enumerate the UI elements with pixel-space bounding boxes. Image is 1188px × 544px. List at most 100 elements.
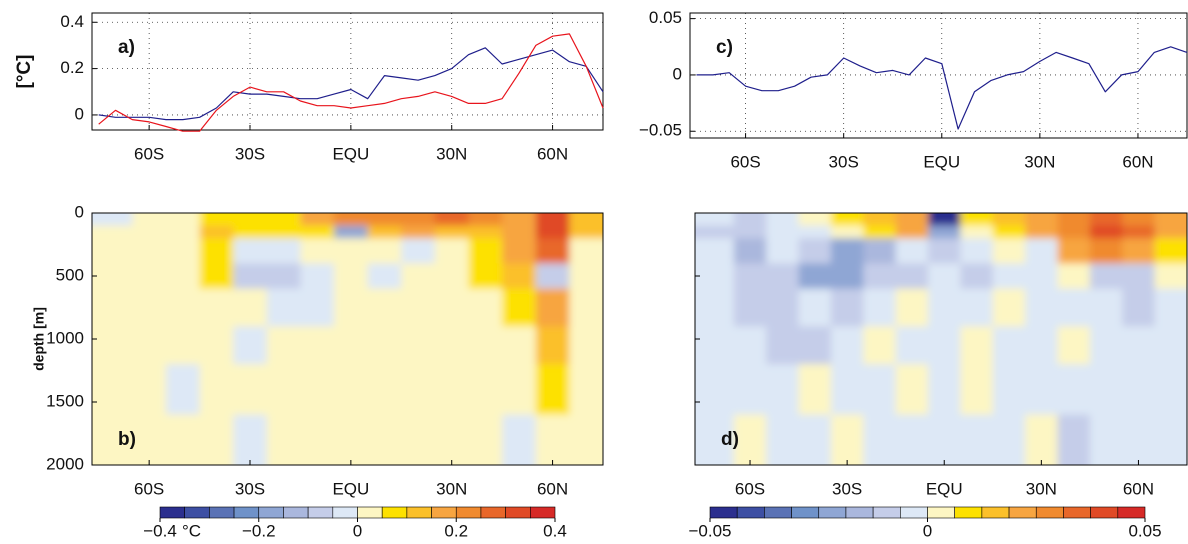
field-cell <box>695 213 735 227</box>
field-cell <box>92 364 133 416</box>
field-cell <box>132 288 167 327</box>
field-cell <box>992 225 1026 239</box>
field-cell <box>1122 263 1156 290</box>
plot-frame <box>91 212 604 466</box>
field-cell <box>1154 213 1187 227</box>
x-tick-label: 30S <box>829 152 859 171</box>
field-cell <box>367 238 402 264</box>
field-cell <box>895 263 929 290</box>
colorbar-swatch <box>530 506 556 519</box>
field-cell <box>1122 288 1156 327</box>
field-cell <box>1122 364 1156 416</box>
field-cell <box>401 414 436 465</box>
field-cell <box>766 238 800 264</box>
field-cell <box>300 364 335 416</box>
field-cell <box>401 288 436 327</box>
field-cell <box>535 414 570 465</box>
field-cell <box>233 238 268 264</box>
colorbar-swatch <box>954 506 983 519</box>
x-tick-label: 30N <box>1024 152 1055 171</box>
field-cell <box>468 326 503 365</box>
field-cell <box>830 263 864 290</box>
field-cell <box>266 288 301 327</box>
field-cell <box>401 238 436 264</box>
colorbar-swatch <box>845 506 874 519</box>
field-cell <box>1089 288 1123 327</box>
field-cell <box>165 288 201 327</box>
field-cell <box>928 326 961 365</box>
field-cell <box>535 288 570 327</box>
field-cell <box>165 326 201 365</box>
field-cell <box>434 364 470 416</box>
field-cell <box>830 213 864 227</box>
field-cell <box>798 288 832 327</box>
field-cell <box>165 364 201 416</box>
y-tick-label: 0 <box>673 64 682 83</box>
field-cell <box>863 213 897 227</box>
field-cell <box>1154 288 1187 327</box>
field-cell <box>367 414 402 465</box>
field-cell <box>1057 288 1091 327</box>
colorbar-swatch <box>209 506 235 519</box>
colorbar-tick-label: −0.2 <box>242 521 276 540</box>
plot-frame <box>689 12 1188 139</box>
field-cell <box>830 238 864 264</box>
field-cell <box>863 263 897 290</box>
field-cell <box>502 288 537 327</box>
field-cell <box>132 414 167 465</box>
field-cell <box>300 263 335 290</box>
field-cell <box>502 238 537 264</box>
field-cell <box>132 238 167 264</box>
field-cell <box>960 288 994 327</box>
field-cell <box>132 364 167 416</box>
field-cell <box>695 364 735 416</box>
field-cell <box>733 326 767 365</box>
x-tick-label: 30S <box>235 479 265 498</box>
x-tick-label: 60N <box>1123 479 1154 498</box>
field-cell <box>733 263 767 290</box>
field-cell <box>992 364 1026 416</box>
field-cell <box>266 225 301 239</box>
field-cell <box>1025 213 1059 227</box>
field-cell <box>233 263 268 290</box>
field-cell <box>766 288 800 327</box>
field-cell <box>132 213 167 227</box>
field-cell <box>367 263 402 290</box>
field-cell <box>434 326 470 365</box>
colorbar-swatch <box>736 506 765 519</box>
field-cell <box>434 288 470 327</box>
field-cell <box>502 225 537 239</box>
field-cell <box>165 238 201 264</box>
field-cell <box>165 263 201 290</box>
field-cell <box>1122 326 1156 365</box>
field-cell <box>1025 263 1059 290</box>
colorbar-swatch <box>406 506 432 519</box>
field-cell <box>367 326 402 365</box>
field-cell <box>830 225 864 239</box>
colorbar-swatch <box>431 506 457 519</box>
y-tick-label: 1500 <box>46 391 84 410</box>
field-cell <box>960 414 994 465</box>
field-cell <box>928 225 961 239</box>
x-tick-label: 60S <box>134 479 164 498</box>
field-cell <box>1154 414 1187 465</box>
field-cell <box>798 238 832 264</box>
colorbar-swatch <box>307 506 334 519</box>
field-cell <box>895 326 929 365</box>
field-cell <box>569 414 603 465</box>
colorbar-swatch <box>357 506 383 519</box>
colorbar-swatch <box>184 506 210 519</box>
x-tick-label: 30S <box>832 479 862 498</box>
field-cell <box>895 364 929 416</box>
field-cell <box>199 263 234 290</box>
field-cell <box>695 326 735 365</box>
field-cell <box>199 326 234 365</box>
field <box>695 213 1187 465</box>
field-cell <box>830 326 864 365</box>
field-cell <box>798 225 832 239</box>
field-cell <box>401 364 436 416</box>
field-cell <box>535 364 570 416</box>
colorbar-tick-label: 0 <box>353 521 362 540</box>
field-cell <box>895 225 929 239</box>
